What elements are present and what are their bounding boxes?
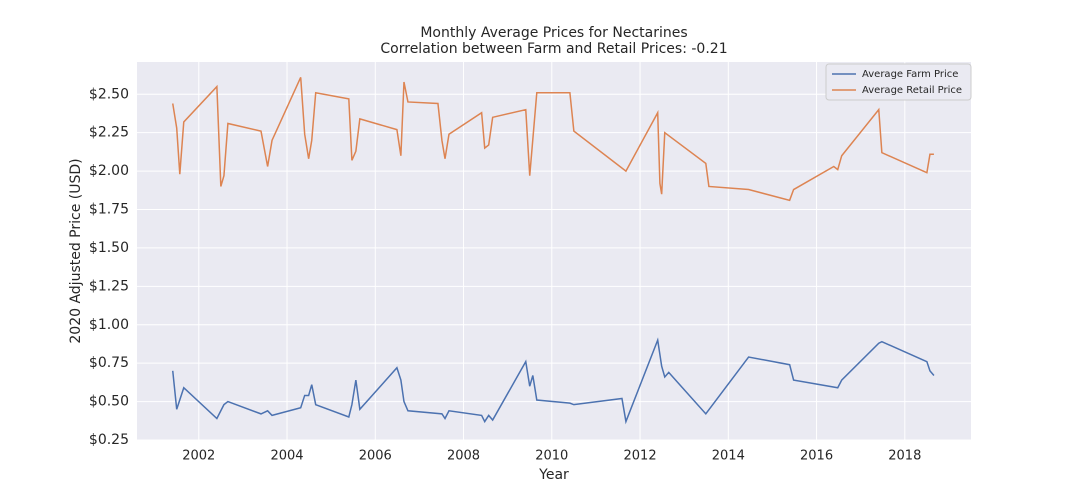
series-line bbox=[171, 77, 934, 202]
y-tick-label: $1.50 bbox=[89, 240, 129, 256]
x-tick-label: 2010 bbox=[535, 449, 568, 464]
x-tick-label: 2018 bbox=[888, 449, 921, 464]
legend-label: Average Farm Price bbox=[862, 69, 958, 80]
legend-label: Average Retail Price bbox=[862, 85, 962, 96]
x-tick-label: 2006 bbox=[359, 449, 392, 464]
y-axis-label: 2020 Adjusted Price (USD) bbox=[68, 158, 84, 343]
y-tick-label: $1.25 bbox=[89, 278, 129, 294]
x-axis-label: Year bbox=[538, 467, 569, 483]
y-tick-label: $1.00 bbox=[89, 317, 129, 333]
y-tick-label: $2.00 bbox=[89, 163, 129, 179]
lines bbox=[171, 77, 935, 425]
y-tick-label: $0.25 bbox=[89, 432, 129, 448]
series-line bbox=[171, 337, 935, 425]
y-tick-label: $2.25 bbox=[89, 125, 129, 141]
x-tick-label: 2008 bbox=[447, 449, 480, 464]
x-tick-label: 2016 bbox=[800, 449, 833, 464]
y-tick-label: $0.50 bbox=[89, 394, 129, 410]
plot-area bbox=[137, 62, 971, 440]
chart-subtitle: Correlation between Farm and Retail Pric… bbox=[380, 41, 727, 57]
x-tick-label: 2002 bbox=[182, 449, 215, 464]
y-tick-label: $2.50 bbox=[89, 86, 129, 102]
x-tick-label: 2012 bbox=[624, 449, 657, 464]
legend-box bbox=[825, 63, 972, 101]
y-tick-label: $0.75 bbox=[89, 355, 129, 371]
chart-title: Monthly Average Prices for Nectarines bbox=[420, 25, 687, 41]
y-tick-label: $1.75 bbox=[89, 202, 129, 218]
x-tick-label: 2004 bbox=[270, 449, 303, 464]
grid bbox=[137, 62, 971, 441]
x-tick-label: 2014 bbox=[712, 449, 745, 464]
